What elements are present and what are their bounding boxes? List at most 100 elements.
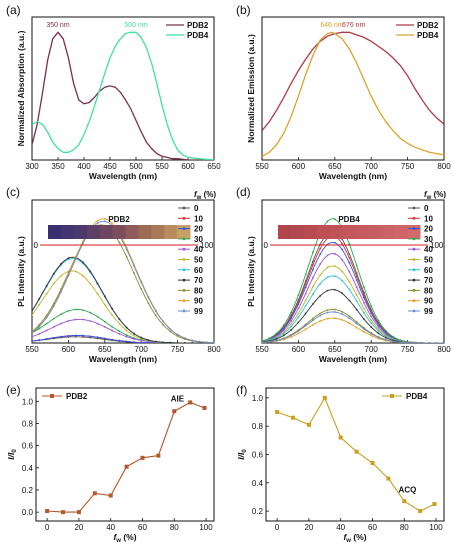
x-tick-label: 750 bbox=[401, 162, 415, 171]
legend-label: 80 bbox=[424, 286, 433, 295]
series-marker bbox=[118, 332, 121, 335]
series-marker bbox=[312, 268, 314, 271]
legend-title: fw (%) bbox=[424, 190, 446, 201]
inset-vial-cell bbox=[112, 225, 126, 239]
legend-marker bbox=[412, 227, 416, 231]
x-tick-label: 0 bbox=[275, 523, 280, 532]
series-marker bbox=[154, 314, 157, 317]
series-marker bbox=[60, 313, 63, 316]
series-marker bbox=[140, 339, 143, 342]
series-marker bbox=[111, 329, 113, 332]
data-point bbox=[306, 422, 311, 427]
series-marker bbox=[363, 296, 365, 299]
trend-annotation: ACQ bbox=[399, 486, 417, 495]
series-marker bbox=[377, 319, 380, 322]
series-marker bbox=[282, 334, 285, 337]
series-line-fw-80 bbox=[32, 224, 213, 343]
legend-label: PDB2 bbox=[417, 21, 439, 30]
series-marker bbox=[125, 256, 128, 258]
series-marker bbox=[52, 305, 55, 307]
series-marker bbox=[125, 334, 128, 336]
series-marker bbox=[355, 264, 358, 267]
y-tick-label: 1.0 bbox=[252, 394, 264, 403]
series-marker bbox=[74, 335, 77, 338]
series-marker bbox=[89, 335, 92, 338]
plot-frame bbox=[261, 16, 445, 161]
legend-marker bbox=[182, 258, 186, 261]
data-point bbox=[172, 409, 177, 414]
series-marker bbox=[304, 292, 307, 295]
y-tick-label: 0.0 bbox=[22, 508, 34, 517]
legend-label: 70 bbox=[424, 276, 433, 285]
series-marker bbox=[133, 272, 135, 274]
x-axis-label: fw (%) bbox=[113, 532, 136, 544]
series-marker bbox=[297, 303, 300, 306]
inset-vial-cell bbox=[342, 225, 356, 239]
panel-a: (a) 300 350 400 450 500 550 600 650 Wavelength (n… bbox=[6, 3, 221, 181]
series-marker bbox=[333, 252, 336, 255]
legend-label: 90 bbox=[424, 297, 433, 306]
inset-vial-cell bbox=[290, 225, 305, 239]
series-marker bbox=[198, 340, 201, 343]
series-marker bbox=[312, 319, 314, 322]
series-marker bbox=[74, 258, 77, 260]
series-marker bbox=[268, 337, 271, 340]
x-tick-label: 650 bbox=[98, 345, 112, 354]
series-marker bbox=[89, 270, 92, 273]
series-marker bbox=[176, 333, 179, 336]
x-tick-label: 650 bbox=[328, 162, 342, 171]
inset-vial-cell bbox=[278, 225, 292, 239]
series-marker bbox=[183, 342, 186, 343]
series-marker bbox=[103, 303, 106, 306]
series-marker bbox=[89, 320, 92, 322]
series-marker bbox=[333, 288, 336, 291]
series-marker bbox=[304, 328, 307, 331]
y-axis-label: Normalized Absorption (a.u.) bbox=[16, 30, 26, 146]
series-marker bbox=[290, 320, 293, 322]
legend-marker bbox=[182, 299, 186, 303]
x-tick-label: 40 bbox=[106, 523, 115, 532]
series-line-fw-50 bbox=[32, 270, 213, 343]
y-axis-label: I/I0 bbox=[6, 449, 18, 460]
series-marker bbox=[312, 303, 314, 305]
series-marker bbox=[384, 336, 387, 339]
series-marker bbox=[304, 282, 307, 285]
x-tick-label: 700 bbox=[365, 345, 379, 354]
series-marker bbox=[319, 282, 322, 285]
inset-scale-max: 100 bbox=[200, 241, 214, 250]
x-tick-label: 550 bbox=[255, 162, 269, 171]
legend-marker bbox=[412, 237, 416, 241]
legend-label: 80 bbox=[194, 286, 203, 295]
series-marker bbox=[140, 288, 143, 290]
series-marker bbox=[52, 336, 55, 339]
series-marker bbox=[32, 335, 33, 338]
inset-title: PDB2 bbox=[108, 215, 130, 224]
series-marker bbox=[82, 261, 84, 264]
series-marker bbox=[147, 339, 150, 341]
series-marker bbox=[290, 311, 293, 314]
series-marker bbox=[355, 286, 358, 289]
legend-label: PDB4 bbox=[417, 31, 439, 40]
series-marker bbox=[82, 334, 84, 337]
series-marker bbox=[140, 336, 143, 339]
series-marker bbox=[363, 286, 365, 289]
inset-vial-cell bbox=[368, 225, 382, 239]
data-point bbox=[92, 491, 97, 496]
legend-label: 20 bbox=[424, 225, 433, 234]
series-marker bbox=[133, 341, 135, 343]
y-tick-label: 0.2 bbox=[252, 507, 264, 516]
y-axis-label: PL Intensity (a.u.) bbox=[16, 236, 26, 307]
series-line-PDB4 bbox=[32, 31, 214, 160]
series-marker bbox=[348, 253, 351, 255]
series-marker bbox=[67, 320, 70, 322]
data-point bbox=[202, 405, 207, 410]
series-marker bbox=[147, 302, 150, 305]
series-marker bbox=[38, 327, 41, 330]
series-marker bbox=[32, 309, 33, 312]
peak-annotation: 646 nm bbox=[320, 22, 344, 29]
series-marker bbox=[370, 332, 373, 335]
data-point bbox=[432, 502, 437, 507]
series-marker bbox=[162, 320, 164, 323]
x-tick-label: 600 bbox=[62, 345, 76, 354]
legend-marker bbox=[182, 309, 186, 313]
